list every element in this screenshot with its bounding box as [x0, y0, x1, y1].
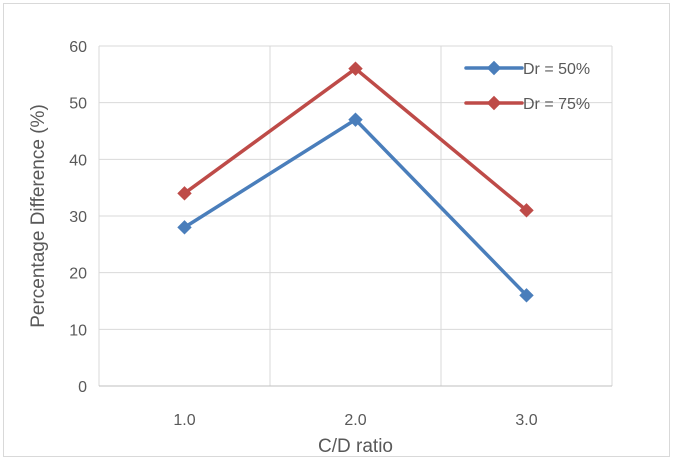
data-point — [348, 112, 363, 127]
series-1 — [177, 112, 534, 303]
y-tick-labels: 0 10 20 30 40 50 60 — [69, 39, 87, 396]
legend-item: Dr = 75% — [464, 95, 590, 113]
data-point — [177, 186, 192, 201]
chart-area-border — [3, 3, 670, 457]
x-tick-label: 1.0 — [173, 412, 195, 429]
legend-label: Dr = 50% — [523, 61, 590, 78]
legend-marker — [486, 95, 502, 111]
series-2 — [177, 61, 534, 218]
data-point — [348, 61, 363, 76]
x-axis-title: C/D ratio — [318, 436, 393, 457]
y-tick-label: 20 — [69, 266, 87, 283]
data-point — [519, 288, 534, 303]
data-point — [519, 203, 534, 218]
y-tick-label: 30 — [69, 209, 87, 226]
y-tick-label: 40 — [69, 152, 87, 169]
legend-item: Dr = 50% — [464, 60, 590, 78]
legend: Dr = 50% Dr = 75% — [464, 60, 590, 113]
y-tick-label: 0 — [78, 379, 87, 396]
y-tick-label: 60 — [69, 39, 87, 56]
data-point — [177, 220, 192, 235]
x-tick-label: 3.0 — [515, 412, 537, 429]
y-tick-label: 50 — [69, 96, 87, 113]
legend-label: Dr = 75% — [523, 96, 590, 113]
x-tick-label: 2.0 — [344, 412, 366, 429]
y-axis-title: Percentage Difference (%) — [28, 104, 49, 328]
x-tick-labels: 1.0 2.0 3.0 — [173, 412, 537, 429]
legend-marker — [486, 60, 502, 76]
series — [177, 61, 534, 303]
y-tick-label: 10 — [69, 322, 87, 339]
gridlines — [98, 45, 613, 386]
